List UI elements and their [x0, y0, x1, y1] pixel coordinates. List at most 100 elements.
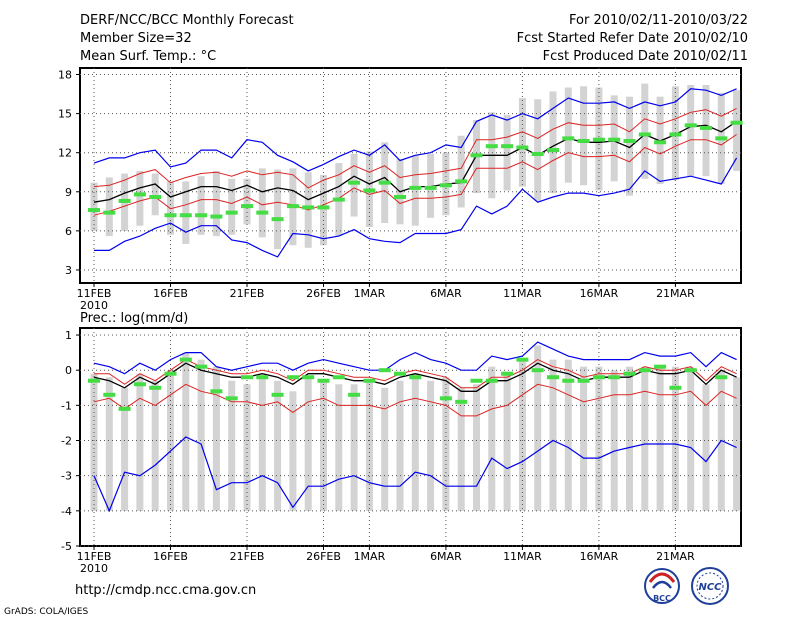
observed-marker: [256, 375, 269, 380]
observed-marker: [562, 136, 575, 141]
ensemble-box: [365, 380, 373, 511]
observed-marker: [149, 195, 162, 199]
ensemble-box: [488, 366, 496, 511]
observed-marker: [149, 385, 162, 390]
observed-marker: [577, 138, 590, 143]
ensemble-box: [656, 366, 664, 511]
observed-marker: [256, 210, 269, 215]
observed-marker: [669, 385, 682, 390]
y-tick-label: 6: [65, 225, 72, 238]
observed-marker: [363, 378, 376, 383]
observed-marker: [715, 136, 728, 141]
source-url: http://cmdp.ncc.cma.gov.cn: [75, 583, 256, 598]
ensemble-box: [411, 373, 419, 511]
observed-marker: [103, 210, 116, 215]
y-tick-label: 0: [65, 364, 72, 377]
observed-marker: [133, 382, 146, 387]
x-tick-label: 6MAR: [430, 550, 462, 563]
y-tick-label: 18: [58, 69, 72, 82]
observed-marker: [669, 132, 682, 137]
observed-marker: [516, 145, 529, 150]
observed-marker: [501, 371, 514, 376]
observed-marker: [424, 185, 437, 190]
year-label: 2010: [80, 299, 108, 312]
ensemble-box: [687, 84, 695, 177]
ensemble-box: [503, 373, 511, 511]
observed-marker: [332, 375, 345, 380]
ensemble-box: [518, 359, 526, 511]
observed-marker: [164, 213, 177, 218]
observed-marker: [501, 144, 514, 149]
ensemble-box: [641, 83, 649, 179]
x-tick-label: 26FEB: [306, 287, 341, 300]
observed-marker: [118, 406, 131, 411]
bcc-logo: BCC: [644, 568, 680, 604]
observed-marker: [577, 378, 590, 383]
y-tick-label: 9: [65, 186, 72, 199]
observed-marker: [179, 213, 192, 218]
ensemble-box: [151, 173, 159, 216]
observed-marker: [241, 375, 253, 380]
ensemble-box: [197, 176, 205, 235]
observed-marker: [286, 204, 299, 209]
x-tick-label: 21FEB: [230, 287, 265, 300]
maximum-line: [93, 341, 737, 375]
ensemble-box: [320, 380, 327, 511]
y-tick-label: -2: [61, 435, 72, 448]
x-tick-label: 16MAR: [580, 550, 619, 563]
ensemble-box: [258, 168, 266, 238]
observed-marker: [485, 378, 498, 383]
ensemble-box: [289, 391, 297, 511]
ensemble-box: [90, 373, 98, 511]
observed-marker: [623, 371, 636, 376]
ensemble-box: [258, 377, 266, 511]
ensemble-box: [274, 169, 282, 250]
observed-marker: [348, 392, 361, 397]
ensemble-box: [534, 99, 542, 201]
ensemble-box: [733, 377, 741, 511]
x-tick-label: 11MAR: [503, 550, 542, 563]
observed-marker: [455, 179, 468, 184]
ensemble-box: [350, 384, 358, 511]
ensemble-box: [212, 170, 220, 237]
ensemble-box: [243, 384, 251, 511]
ensemble-box: [626, 366, 633, 511]
observed-marker: [516, 357, 529, 362]
ensemble-box: [350, 154, 358, 217]
observed-marker: [164, 371, 177, 376]
ensemble-box: [304, 377, 312, 511]
x-tick-label: 1MAR: [354, 287, 386, 300]
x-tick-label: 6MAR: [430, 287, 462, 300]
ensemble-box: [687, 366, 695, 511]
y-tick-label: 12: [58, 147, 72, 160]
year-label: 2010: [80, 562, 108, 575]
x-tick-label: 21MAR: [656, 550, 695, 563]
observed-marker: [271, 392, 284, 397]
ensemble-box: [473, 384, 480, 511]
ensemble-box: [212, 366, 220, 511]
figure-title: DERF/NCC/BCC Monthly Forecast: [80, 13, 294, 28]
x-tick-label: 11FEB: [77, 550, 112, 563]
forecast-produced-date: Fcst Produced Date 2010/02/11: [543, 49, 748, 64]
ensemble-box: [702, 384, 710, 511]
y-tick-label: 3: [65, 264, 72, 277]
observed-marker: [271, 217, 284, 222]
ensemble-box: [151, 380, 159, 511]
ensemble-box: [503, 114, 511, 191]
observed-marker: [608, 137, 621, 142]
observed-marker: [684, 123, 697, 128]
ensemble-box: [182, 352, 190, 511]
upper-spread-line: [93, 107, 737, 189]
observed-marker: [225, 210, 238, 215]
ensemble-box: [243, 178, 251, 225]
observed-marker: [317, 378, 330, 383]
observed-marker: [286, 375, 299, 380]
observed-marker: [88, 208, 100, 213]
maximum-line: [93, 88, 737, 172]
observed-marker: [531, 368, 544, 373]
ensemble-box: [320, 174, 327, 246]
forecast-start-date: Fcst Started Refer Date 2010/02/10: [517, 31, 748, 46]
observed-marker: [547, 148, 559, 153]
ensemble-box: [626, 96, 633, 196]
observed-marker: [562, 378, 575, 383]
